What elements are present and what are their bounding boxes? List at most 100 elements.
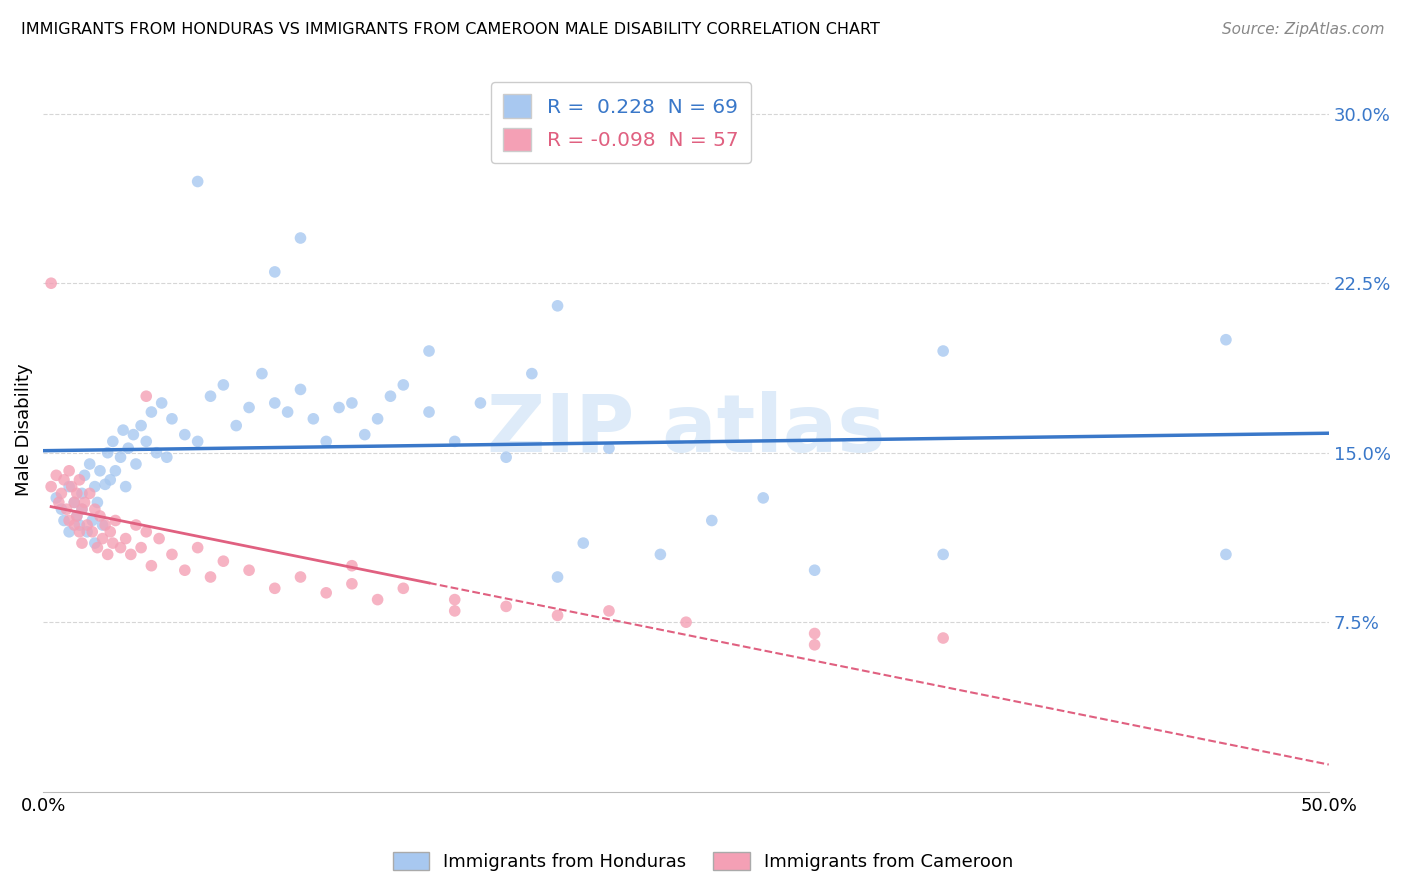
Point <box>470 396 492 410</box>
Point <box>200 570 222 584</box>
Point <box>443 434 465 449</box>
Point <box>104 514 127 528</box>
Point <box>66 508 89 523</box>
Point <box>148 532 170 546</box>
Point <box>547 299 569 313</box>
Point <box>129 418 152 433</box>
Point <box>367 592 389 607</box>
Point <box>443 592 465 607</box>
Point <box>598 441 620 455</box>
Point <box>58 524 80 539</box>
Point <box>141 558 163 573</box>
Point <box>187 434 209 449</box>
Point <box>91 518 114 533</box>
Point <box>82 524 104 539</box>
Point <box>225 418 247 433</box>
Point <box>117 441 139 455</box>
Point <box>79 457 101 471</box>
Legend: Immigrants from Honduras, Immigrants from Cameroon: Immigrants from Honduras, Immigrants fro… <box>385 845 1021 879</box>
Point <box>66 486 89 500</box>
Point <box>290 231 312 245</box>
Point <box>82 514 104 528</box>
Point <box>650 548 672 562</box>
Point <box>125 457 148 471</box>
Point <box>67 473 90 487</box>
Point <box>263 582 285 596</box>
Point <box>73 495 96 509</box>
Point <box>572 536 595 550</box>
Point <box>66 508 89 523</box>
Point <box>290 570 312 584</box>
Point <box>290 383 312 397</box>
Point <box>58 480 80 494</box>
Point <box>160 412 183 426</box>
Point <box>86 495 108 509</box>
Point <box>1215 548 1237 562</box>
Y-axis label: Male Disability: Male Disability <box>15 364 32 497</box>
Point <box>200 389 222 403</box>
Point <box>39 480 62 494</box>
Point <box>932 344 955 359</box>
Point <box>79 486 101 500</box>
Point <box>238 401 260 415</box>
Point <box>675 615 697 630</box>
Point <box>302 412 325 426</box>
Point <box>83 480 105 494</box>
Point <box>70 502 93 516</box>
Point <box>76 524 98 539</box>
Point <box>752 491 775 505</box>
Point <box>340 558 363 573</box>
Point <box>67 518 90 533</box>
Point <box>263 265 285 279</box>
Point <box>547 608 569 623</box>
Point <box>120 548 142 562</box>
Point <box>89 464 111 478</box>
Point <box>63 518 86 533</box>
Point <box>125 518 148 533</box>
Point <box>101 434 124 449</box>
Point <box>91 532 114 546</box>
Point <box>353 427 375 442</box>
Point <box>51 502 73 516</box>
Point <box>932 631 955 645</box>
Point <box>104 464 127 478</box>
Point <box>418 344 440 359</box>
Point <box>63 495 86 509</box>
Point <box>238 563 260 577</box>
Point <box>263 396 285 410</box>
Point <box>340 576 363 591</box>
Point <box>392 378 415 392</box>
Point <box>98 473 121 487</box>
Point <box>1215 333 1237 347</box>
Point <box>70 486 93 500</box>
Point <box>315 586 337 600</box>
Point <box>70 502 93 516</box>
Point <box>173 563 195 577</box>
Point <box>160 548 183 562</box>
Point <box>58 464 80 478</box>
Legend: R =  0.228  N = 69, R = -0.098  N = 57: R = 0.228 N = 69, R = -0.098 N = 57 <box>491 82 751 163</box>
Point <box>45 468 67 483</box>
Point <box>98 524 121 539</box>
Point <box>173 427 195 442</box>
Point <box>803 626 825 640</box>
Point <box>58 514 80 528</box>
Point <box>112 423 135 437</box>
Point <box>114 480 136 494</box>
Point <box>141 405 163 419</box>
Point <box>101 536 124 550</box>
Point <box>94 518 117 533</box>
Point <box>418 405 440 419</box>
Point <box>48 495 70 509</box>
Point <box>392 582 415 596</box>
Text: Source: ZipAtlas.com: Source: ZipAtlas.com <box>1222 22 1385 37</box>
Point <box>495 599 517 614</box>
Point <box>150 396 173 410</box>
Point <box>803 563 825 577</box>
Point <box>67 524 90 539</box>
Point <box>250 367 273 381</box>
Point <box>83 502 105 516</box>
Point <box>520 367 543 381</box>
Point <box>135 434 157 449</box>
Point <box>97 548 120 562</box>
